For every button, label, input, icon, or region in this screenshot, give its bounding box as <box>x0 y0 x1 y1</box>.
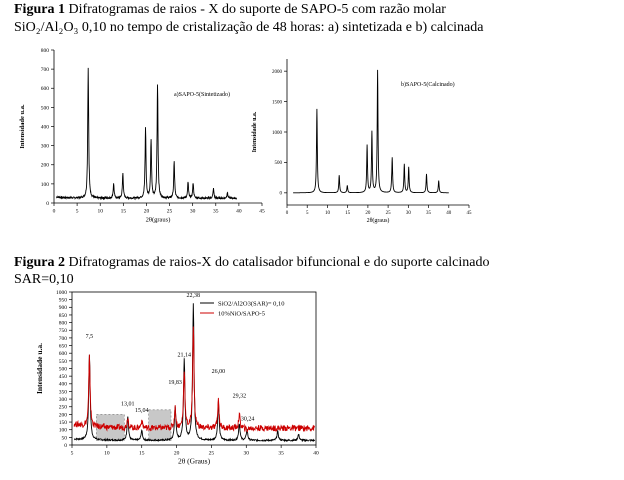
y-tick-label: 650 <box>59 343 68 349</box>
y-tick-label: 750 <box>59 328 68 334</box>
x-tick-label: 40 <box>236 209 242 215</box>
y-tick-label: 500 <box>59 366 68 372</box>
y-tick-label: 500 <box>41 105 50 111</box>
figure1-caption-text: Difratogramas de raios - X do suporte de… <box>64 2 446 17</box>
peak-label-1: 7,5 <box>86 334 94 340</box>
figure1-caption-line1: Figura 1 Difratogramas de raios - X do s… <box>14 1 446 18</box>
peak-label-7: 26,00 <box>212 369 226 375</box>
x-tick-label: 20 <box>174 451 180 457</box>
y-tick-label: 0 <box>46 201 49 207</box>
y-axis-label: Intensidade u.a. <box>19 104 26 149</box>
x-tick-label: 15 <box>345 211 351 216</box>
y-tick-label: 700 <box>41 67 50 73</box>
y-tick-label: 800 <box>41 48 50 54</box>
x-tick-label: 25 <box>167 209 173 215</box>
chart-title: a)SAPO-5(Sintetizado) <box>174 91 230 98</box>
x-tick-label: 30 <box>406 211 412 216</box>
x-tick-label: 45 <box>259 209 265 215</box>
peak-label-6: 22,38 <box>187 293 201 299</box>
y-axis-label: Intensidade u.a. <box>35 343 44 394</box>
x-tick-label: 35 <box>213 209 219 215</box>
y-tick-label: 700 <box>59 336 68 342</box>
y-tick-label: 800 <box>59 321 68 327</box>
x-tick-label: 35 <box>278 451 284 457</box>
figure1-label: Figura 1 <box>14 2 65 17</box>
y-tick-label: 200 <box>41 163 50 169</box>
chart-title: b)SAPO-5(Calcinado) <box>401 81 455 88</box>
x-tick-label: 40 <box>446 211 452 216</box>
peak-label-5: 21,14 <box>177 352 191 358</box>
figure2-caption-line2: SAR=0,10 <box>14 272 74 287</box>
peak-label-2: 13,01 <box>121 402 135 408</box>
x-tick-label: 30 <box>244 451 250 457</box>
legend-label-2: 10%NiO/SAPO-5 <box>218 311 265 318</box>
y-tick-label: 300 <box>41 144 50 150</box>
figure2-caption-line1: Figura 2 Difratogramas de raios-X do cat… <box>14 254 489 271</box>
x-tick-label: 15 <box>121 209 127 215</box>
y-tick-label: 250 <box>59 405 68 411</box>
x-tick-label: 25 <box>386 211 392 216</box>
x-tick-label: 0 <box>286 211 289 216</box>
x-tick-label: 45 <box>467 211 473 216</box>
y-tick-label: 100 <box>59 428 68 434</box>
x-tick-label: 35 <box>426 211 432 216</box>
x-tick-label: 5 <box>71 451 74 457</box>
x-axis-label: 2θ(graus) <box>146 217 171 224</box>
y-tick-label: 1000 <box>56 290 67 296</box>
figure2-label: Figura 2 <box>14 255 65 270</box>
y-tick-label: 400 <box>41 124 50 130</box>
y-tick-label: 600 <box>41 86 50 92</box>
y-tick-label: 950 <box>59 298 68 304</box>
x-tick-label: 40 <box>313 451 319 457</box>
y-tick-label: 1500 <box>272 100 283 105</box>
y-tick-label: 100 <box>41 182 50 188</box>
y-axis-label: Intensidade u.a. <box>252 111 258 152</box>
y-tick-label: 300 <box>59 397 68 403</box>
x-tick-label: 30 <box>190 209 196 215</box>
x-tick-label: 10 <box>104 451 110 457</box>
x-tick-label: 5 <box>306 211 309 216</box>
y-tick-label: 350 <box>59 389 68 395</box>
y-tick-label: 2000 <box>272 70 283 75</box>
x-tick-label: 25 <box>209 451 215 457</box>
figure1-caption-line2: SiO₂/Al₂O₃ 0,10 no tempo de cristalizaçã… <box>14 20 484 35</box>
x-tick-label: 15 <box>139 451 145 457</box>
x-tick-label: 5 <box>76 209 79 215</box>
y-tick-label: 0 <box>64 443 67 449</box>
series-line-2 <box>73 326 316 433</box>
y-tick-label: 1000 <box>272 131 283 136</box>
y-tick-label: 50 <box>62 435 68 441</box>
y-tick-label: 850 <box>59 313 68 319</box>
x-tick-label: 20 <box>365 211 371 216</box>
y-tick-label: 500 <box>275 161 283 166</box>
y-tick-label: 0 <box>280 192 283 197</box>
x-tick-label: 0 <box>53 209 56 215</box>
y-tick-label: 900 <box>59 305 68 311</box>
series-line-1 <box>56 67 238 201</box>
peak-label-8: 29,32 <box>233 394 247 400</box>
x-axis-label: 2θ (Graus) <box>178 457 211 466</box>
y-tick-label: 400 <box>59 382 68 388</box>
peak-label-9: 30,24 <box>241 417 255 423</box>
peak-label-4: 19,83 <box>168 380 182 386</box>
series-line-1 <box>293 69 449 194</box>
y-tick-label: 600 <box>59 351 68 357</box>
legend-label-1: SiO2/Al2O3(SAR)= 0,10 <box>218 301 285 308</box>
y-tick-label: 450 <box>59 374 68 380</box>
x-tick-label: 20 <box>144 209 150 215</box>
x-tick-label: 10 <box>97 209 103 215</box>
peak-label-3: 15,04 <box>135 408 149 414</box>
y-tick-label: 150 <box>59 420 68 426</box>
x-axis-label: 2θ(graus) <box>367 217 390 224</box>
x-tick-label: 10 <box>325 211 331 216</box>
y-tick-label: 200 <box>59 412 68 418</box>
figure2-caption-text: Difratogramas de raios-X do catalisador … <box>64 255 490 270</box>
y-tick-label: 550 <box>59 359 68 365</box>
